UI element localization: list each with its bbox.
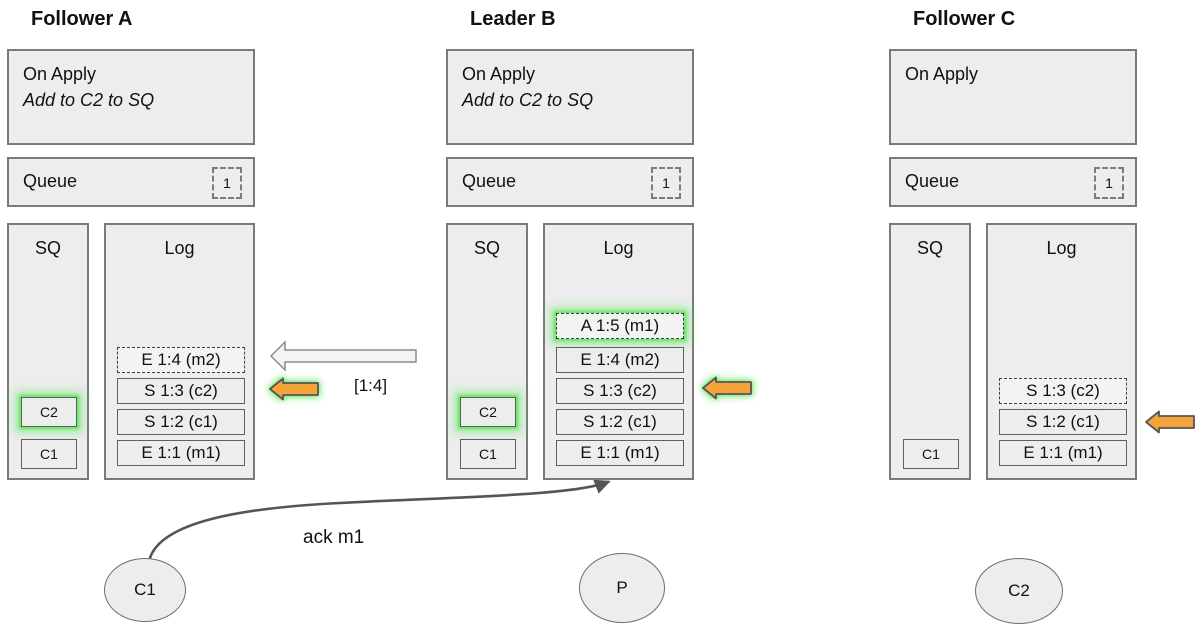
on-apply-box: On Apply: [889, 49, 1137, 145]
log-entry: E 1:4 (m2): [117, 347, 245, 373]
node-title: Follower C: [913, 8, 1016, 30]
on-apply-label: On Apply: [462, 64, 536, 84]
sq-header: SQ: [916, 238, 943, 258]
node-follower-c: Follower C On Apply Queue 1 SQ C1 Log S …: [889, 0, 1137, 641]
queue-label: Queue: [905, 171, 960, 191]
actor-p: P: [579, 553, 665, 623]
sq-box: SQ C2 C1: [7, 223, 89, 480]
log-entry: S 1:2 (c1): [999, 409, 1127, 435]
sq-entry: C2: [21, 397, 77, 427]
queue-box: Queue 1: [446, 157, 694, 207]
queue-box: Queue 1: [7, 157, 255, 207]
sq-box: SQ C2 C1: [446, 223, 528, 480]
log-entry: E 1:4 (m2): [556, 347, 684, 373]
log-entry: S 1:3 (c2): [556, 378, 684, 404]
on-apply-rule: Add to C2 to SQ: [462, 90, 594, 110]
queue-count-badge: 1: [1094, 167, 1124, 199]
log-header: Log: [1046, 238, 1077, 258]
log-entry: E 1:1 (m1): [117, 440, 245, 466]
node-title: Leader B: [470, 8, 556, 30]
log-entry: S 1:2 (c1): [556, 409, 684, 435]
node-follower-a: Follower A On Apply Add to C2 to SQ Queu…: [7, 0, 255, 641]
log-entry: S 1:2 (c1): [117, 409, 245, 435]
log-entry: E 1:1 (m1): [999, 440, 1127, 466]
replicate-range-label: [1:4]: [354, 376, 388, 395]
log-entry: A 1:5 (m1): [556, 313, 684, 339]
on-apply-rule: Add to C2 to SQ: [23, 90, 155, 110]
sq-entry: C1: [903, 439, 959, 469]
log-entry: S 1:3 (c2): [999, 378, 1127, 404]
actor-c2: C2: [975, 558, 1063, 624]
sq-box: SQ C1: [889, 223, 971, 480]
actor-c1: C1: [104, 558, 186, 622]
apply-pointer-arrow-b: [702, 376, 752, 400]
log-box: Log S 1:3 (c2) S 1:2 (c1) E 1:1 (m1): [986, 223, 1137, 480]
on-apply-box: On Apply Add to C2 to SQ: [446, 49, 694, 145]
queue-label: Queue: [23, 171, 78, 191]
log-box: Log E 1:4 (m2) S 1:3 (c2) S 1:2 (c1) E 1…: [104, 223, 255, 480]
on-apply-label: On Apply: [905, 64, 979, 84]
sq-entry: C1: [21, 439, 77, 469]
on-apply-label: On Apply: [23, 64, 97, 84]
ack-label: ack m1: [303, 527, 365, 548]
sq-entry: C1: [460, 439, 516, 469]
node-leader-b: Leader B On Apply Add to C2 to SQ Queue …: [446, 0, 694, 641]
log-header: Log: [603, 238, 634, 258]
sq-header: SQ: [473, 238, 500, 258]
log-entry: E 1:1 (m1): [556, 440, 684, 466]
log-box: Log A 1:5 (m1) E 1:4 (m2) S 1:3 (c2) S 1…: [543, 223, 694, 480]
log-header: Log: [164, 238, 195, 258]
apply-pointer-arrow-c: [1145, 410, 1195, 434]
queue-count-badge: 1: [212, 167, 242, 199]
log-entry: S 1:3 (c2): [117, 378, 245, 404]
queue-box: Queue 1: [889, 157, 1137, 207]
on-apply-box: On Apply Add to C2 to SQ: [7, 49, 255, 145]
queue-count-badge: 1: [651, 167, 681, 199]
apply-pointer-arrow-a: [269, 377, 319, 401]
queue-label: Queue: [462, 171, 517, 191]
sq-header: SQ: [34, 238, 61, 258]
node-title: Follower A: [31, 8, 133, 30]
replicate-arrow: [269, 340, 417, 372]
sq-entry: C2: [460, 397, 516, 427]
